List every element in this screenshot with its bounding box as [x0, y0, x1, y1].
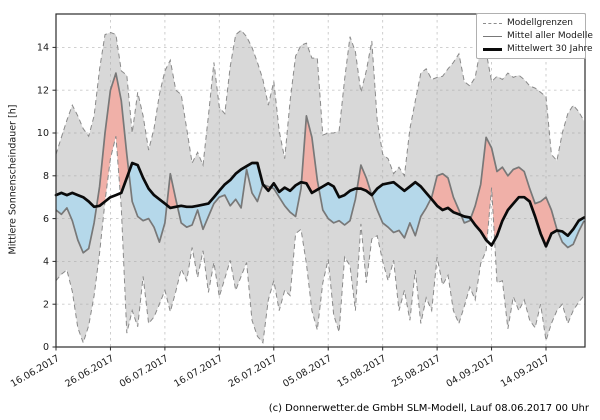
svg-text:26.07.2017: 26.07.2017 — [227, 353, 280, 390]
legend-label: Mittel aller Modelle — [507, 31, 593, 41]
model-range-band — [56, 30, 585, 343]
legend-item-30y-mean: Mittelwert 30 Jahre — [483, 44, 593, 54]
model-mean-line — [55, 72, 585, 254]
legend-item-model-mean: Mittel aller Modelle — [483, 31, 593, 41]
svg-text:14: 14 — [37, 43, 49, 54]
gray-line-icon — [483, 35, 502, 37]
x-tick-labels: 16.06.2017 26.06.2017 06.07.2017 16.07.2017… — [9, 353, 552, 390]
y-tick-labels: 0 2 4 6 8 10 12 14 — [37, 43, 49, 354]
svg-text:2: 2 — [43, 299, 49, 310]
grid-lines — [56, 14, 585, 347]
black-line-icon — [483, 47, 502, 51]
svg-text:12: 12 — [37, 85, 49, 96]
svg-text:04.09.2017: 04.09.2017 — [444, 353, 497, 390]
chart-legend: Modellgrenzen Mittel aller Modelle Mitte… — [476, 13, 593, 59]
svg-text:16.06.2017: 16.06.2017 — [9, 353, 62, 390]
svg-text:06.07.2017: 06.07.2017 — [118, 353, 171, 390]
dashed-line-icon — [483, 22, 502, 24]
legend-label: Mittelwert 30 Jahre — [507, 44, 593, 54]
axis-ticks — [52, 46, 547, 351]
copyright-credit: (c) Donnerwetter.de GmbH SLM-Modell, Lau… — [268, 403, 589, 414]
lower-model-bound-line — [55, 136, 585, 345]
svg-text:0: 0 — [43, 342, 49, 353]
upper-model-bound-line — [55, 29, 585, 178]
y-axis-label: Mittlere Sonnenscheindauer [h] — [7, 104, 19, 255]
svg-text:14.09.2017: 14.09.2017 — [499, 353, 552, 390]
svg-text:26.06.2017: 26.06.2017 — [63, 353, 116, 390]
svg-text:10: 10 — [37, 128, 49, 139]
svg-text:15.08.2017: 15.08.2017 — [336, 353, 389, 390]
svg-text:16.07.2017: 16.07.2017 — [172, 353, 225, 390]
svg-text:25.08.2017: 25.08.2017 — [390, 353, 443, 390]
legend-item-model-bounds: Modellgrenzen — [483, 18, 579, 28]
svg-text:4: 4 — [43, 257, 49, 268]
plot-border — [55, 13, 586, 348]
climate-mean-line — [54, 161, 586, 248]
svg-text:8: 8 — [43, 171, 49, 182]
svg-text:6: 6 — [43, 214, 49, 225]
svg-text:05.08.2017: 05.08.2017 — [281, 353, 334, 390]
legend-label: Modellgrenzen — [507, 18, 573, 28]
